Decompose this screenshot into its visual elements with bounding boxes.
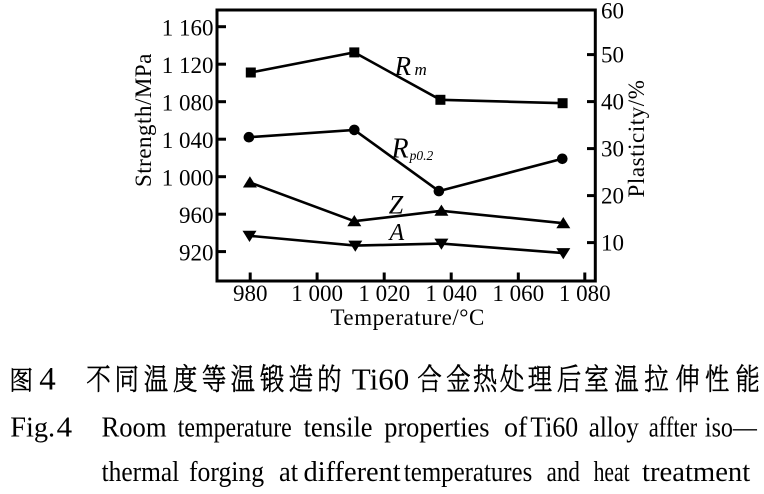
- svg-text:1 000: 1 000: [291, 281, 343, 306]
- svg-text:heat: heat: [594, 455, 630, 488]
- svg-text:20: 20: [601, 184, 624, 209]
- svg-text:60: 60: [601, 0, 624, 24]
- svg-text:1 160: 1 160: [162, 16, 214, 41]
- svg-text:Room: Room: [102, 411, 167, 443]
- svg-text:affter: affter: [649, 411, 698, 443]
- svg-text:A: A: [388, 220, 405, 246]
- svg-text:1 000: 1 000: [162, 166, 214, 191]
- svg-text:temperature: temperature: [178, 410, 292, 443]
- svg-text:different: different: [304, 456, 401, 488]
- svg-text:1 080: 1 080: [162, 91, 214, 116]
- svg-text:tensile: tensile: [304, 410, 373, 442]
- svg-text:1 060: 1 060: [492, 281, 544, 306]
- svg-text:temperatures: temperatures: [404, 455, 532, 487]
- svg-text:Ti60: Ti60: [530, 411, 578, 443]
- svg-text:1 020: 1 020: [358, 281, 410, 306]
- svg-text:properties: properties: [384, 410, 489, 442]
- svg-text:and: and: [547, 456, 580, 488]
- svg-text:10: 10: [601, 231, 624, 256]
- svg-text:at: at: [279, 456, 298, 488]
- svg-text:of: of: [504, 412, 528, 444]
- svg-text:Rp0.2: Rp0.2: [391, 133, 434, 164]
- svg-text:forging: forging: [189, 456, 264, 488]
- svg-text:iso—: iso—: [705, 410, 757, 443]
- svg-text:30: 30: [601, 137, 624, 162]
- svg-text:Fig.: Fig.: [10, 411, 55, 443]
- svg-text:Z: Z: [389, 190, 404, 219]
- svg-text:Plasticity/%: Plasticity/%: [624, 80, 649, 198]
- svg-text:1 040: 1 040: [425, 281, 477, 306]
- svg-text:1 040: 1 040: [162, 128, 214, 153]
- svg-text:1 080: 1 080: [559, 281, 611, 306]
- svg-text:1 120: 1 120: [162, 53, 214, 78]
- svg-text:alloy: alloy: [589, 411, 640, 443]
- svg-text:treatment: treatment: [642, 456, 750, 488]
- svg-text:960: 960: [179, 203, 214, 228]
- svg-text:Ti60: Ti60: [352, 362, 409, 397]
- svg-text:Rm: Rm: [394, 51, 427, 81]
- svg-text:40: 40: [601, 90, 624, 115]
- svg-text:4: 4: [57, 411, 72, 443]
- svg-text:Temperature/°C: Temperature/°C: [330, 305, 485, 330]
- svg-text:4: 4: [39, 362, 56, 398]
- svg-text:Strength/MPa: Strength/MPa: [131, 53, 156, 187]
- svg-text:920: 920: [179, 241, 214, 266]
- svg-text:50: 50: [601, 43, 624, 68]
- svg-text:thermal: thermal: [102, 456, 180, 488]
- svg-text:980: 980: [233, 281, 268, 306]
